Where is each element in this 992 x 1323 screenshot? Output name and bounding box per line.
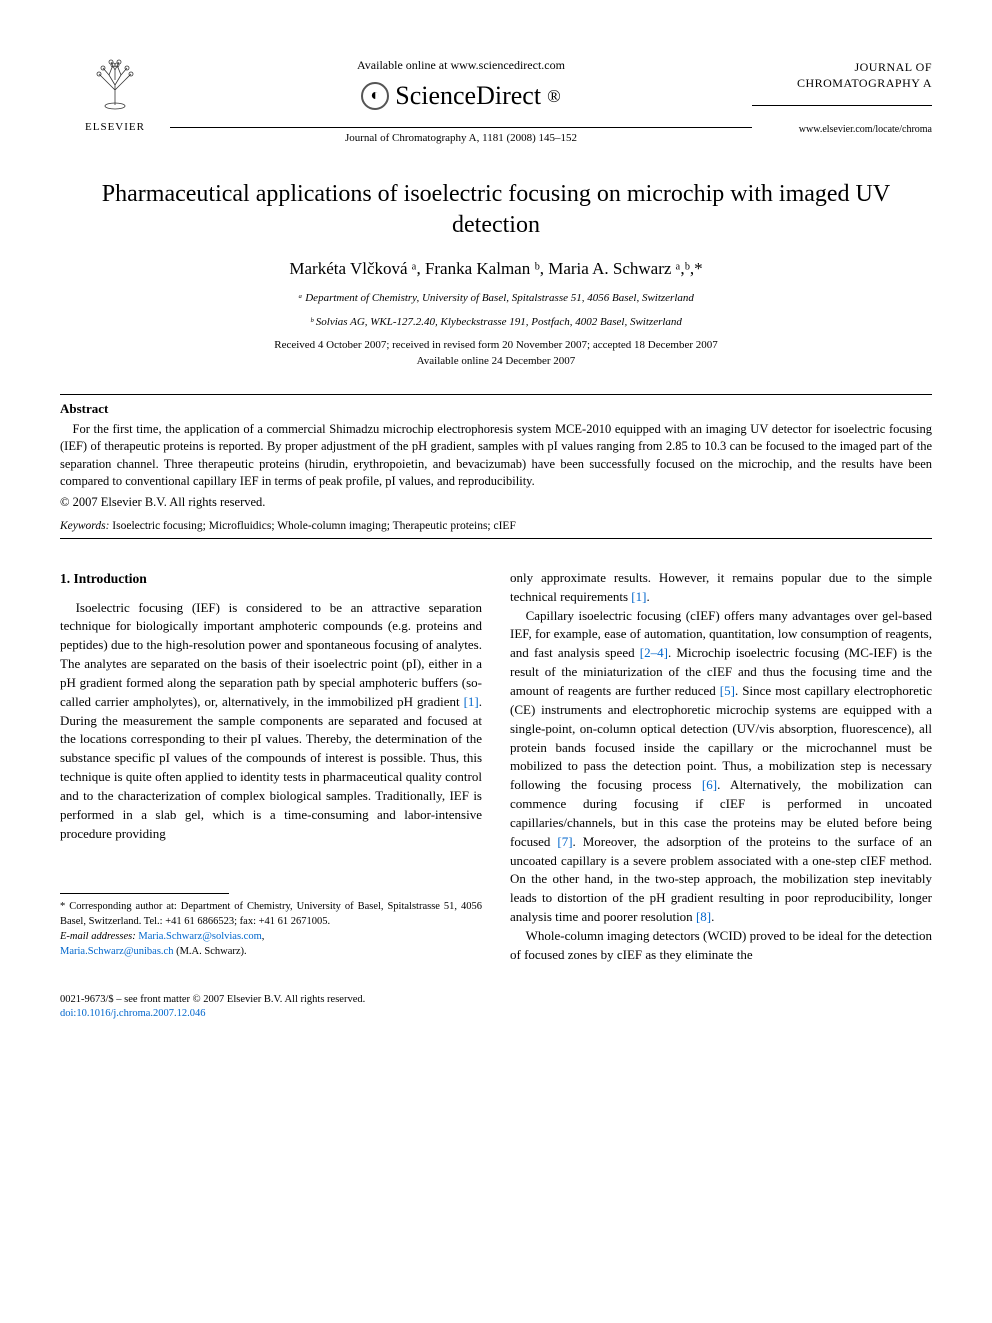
article-title: Pharmaceutical applications of isoelectr… — [60, 179, 932, 241]
abstract-copyright: © 2007 Elsevier B.V. All rights reserved… — [60, 495, 932, 510]
body-columns: 1. Introduction Isoelectric focusing (IE… — [60, 569, 932, 965]
sd-circle-icon: ◐ — [361, 82, 389, 110]
page-footer: 0021-9673/$ – see front matter © 2007 El… — [60, 993, 932, 1022]
header-rule-right — [752, 105, 932, 106]
email-1[interactable]: Maria.Schwarz@solvias.com — [138, 931, 261, 942]
journal-reference: Journal of Chromatography A, 1181 (2008)… — [170, 132, 752, 144]
affiliation-b: ᵇ Solvias AG, WKL-127.2.40, Klybeckstras… — [60, 315, 932, 330]
doi-link[interactable]: doi:10.1016/j.chroma.2007.12.046 — [60, 1008, 206, 1019]
ref-link-1[interactable]: [1] — [464, 694, 479, 709]
corresp-text: * Corresponding author at: Department of… — [60, 901, 482, 927]
intro-para-3: Whole-column imaging detectors (WCID) pr… — [510, 927, 932, 965]
keywords-line: Keywords: Isoelectric focusing; Microflu… — [60, 520, 932, 532]
keywords-label: Keywords: — [60, 520, 109, 532]
header-rule-top — [170, 127, 752, 128]
publisher-logo-block: ELSEVIER — [60, 50, 170, 133]
intro-para-1-left: Isoelectric focusing (IEF) is considered… — [60, 599, 482, 844]
abstract-rule-bottom — [60, 538, 932, 539]
online-date: Available online 24 December 2007 — [417, 355, 576, 367]
received-dates: Received 4 October 2007; received in rev… — [274, 339, 718, 351]
sd-logo-text: ScienceDirect — [395, 81, 541, 111]
article-dates: Received 4 October 2007; received in rev… — [60, 338, 932, 369]
ref-link-1b[interactable]: [1] — [631, 589, 646, 604]
available-online-text: Available online at www.sciencedirect.co… — [170, 58, 752, 73]
left-column: 1. Introduction Isoelectric focusing (IE… — [60, 569, 482, 965]
email-author: (M.A. Schwarz). — [173, 946, 246, 957]
ref-link-2-4[interactable]: [2–4] — [640, 645, 668, 660]
ref-link-6[interactable]: [6] — [702, 777, 717, 792]
article-page: ELSEVIER Available online at www.science… — [0, 0, 992, 1062]
keywords-text: Isoelectric focusing; Microfluidics; Who… — [109, 520, 515, 532]
email-label: E-mail addresses: — [60, 931, 136, 942]
issn-line: 0021-9673/$ – see front matter © 2007 El… — [60, 994, 365, 1005]
journal-name-line2: CHROMATOGRAPHY A — [752, 76, 932, 92]
ref-link-5[interactable]: [5] — [720, 683, 735, 698]
email-2[interactable]: Maria.Schwarz@unibas.ch — [60, 946, 173, 957]
footnote-separator — [60, 893, 229, 894]
ref-link-8[interactable]: [8] — [696, 909, 711, 924]
sciencedirect-logo: ◐ ScienceDirect ® — [361, 81, 561, 111]
intro-para-1-right: only approximate results. However, it re… — [510, 569, 932, 607]
journal-name-line1: JOURNAL OF — [752, 60, 932, 76]
intro-heading: 1. Introduction — [60, 569, 482, 589]
author-list: Markéta Vlčková ᵃ, Franka Kalman ᵇ, Mari… — [60, 259, 932, 279]
article-header: ELSEVIER Available online at www.science… — [60, 50, 932, 144]
corresponding-author-footnote: * Corresponding author at: Department of… — [60, 900, 482, 959]
sd-reg-mark: ® — [547, 86, 561, 107]
elsevier-tree-icon — [85, 50, 145, 119]
abstract-rule-top — [60, 394, 932, 395]
ref-link-7[interactable]: [7] — [557, 834, 572, 849]
right-column: only approximate results. However, it re… — [510, 569, 932, 965]
intro-para-2: Capillary isoelectric focusing (cIEF) of… — [510, 607, 932, 927]
abstract-text: For the first time, the application of a… — [60, 421, 932, 491]
header-center: Available online at www.sciencedirect.co… — [170, 50, 752, 144]
abstract-heading: Abstract — [60, 401, 932, 417]
locate-url[interactable]: www.elsevier.com/locate/chroma — [752, 124, 932, 135]
affiliation-a: ᵃ Department of Chemistry, University of… — [60, 291, 932, 306]
publisher-name: ELSEVIER — [85, 121, 145, 133]
header-right: JOURNAL OF CHROMATOGRAPHY A www.elsevier… — [752, 50, 932, 135]
header-row: ELSEVIER Available online at www.science… — [60, 50, 932, 144]
